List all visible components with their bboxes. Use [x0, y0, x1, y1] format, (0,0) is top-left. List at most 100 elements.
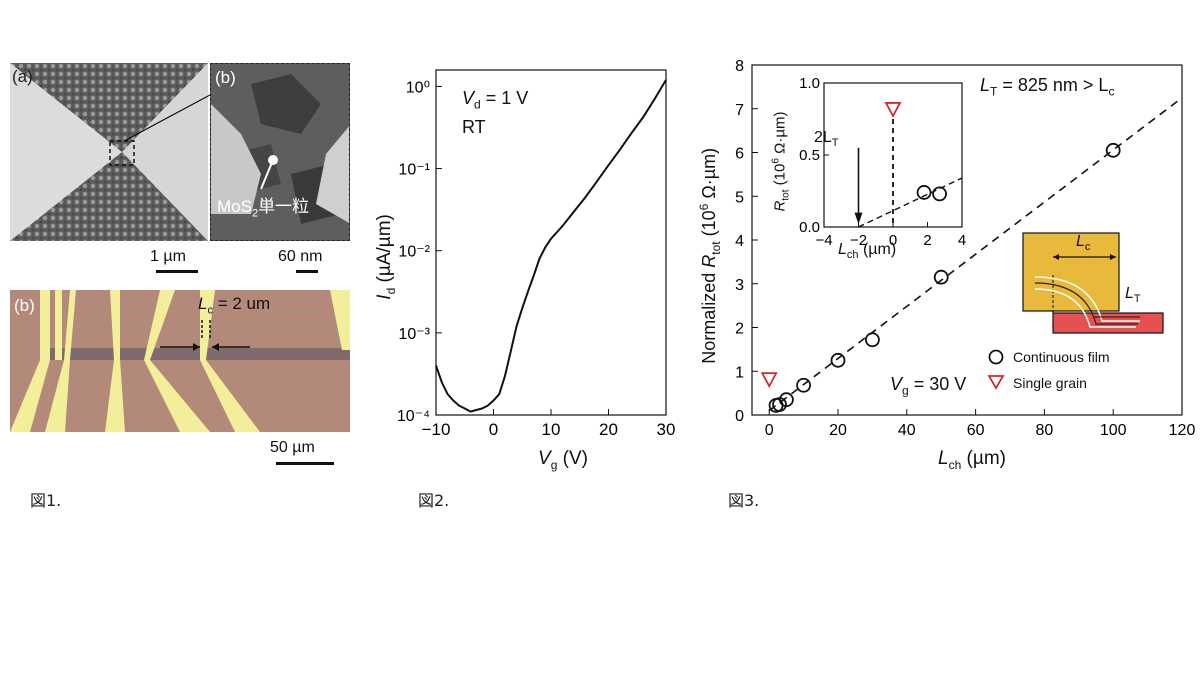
fig2-ticks: −10 0 10 20 30 10⁻⁴ 10⁻³ 10⁻² 10⁻¹ 10⁰ — [397, 79, 676, 439]
figure-2-caption: 図2. — [418, 491, 450, 510]
inset-ylabel-sup: 6 — [770, 158, 782, 164]
fig3-xlabel-tail: (µm) — [961, 448, 1006, 469]
inset-ylabel-tail-a: (10 — [771, 163, 789, 190]
fig2-ytick-label: 10⁻³ — [398, 326, 430, 343]
fig3-ytick-label: 4 — [735, 233, 744, 250]
fig3-xtick-label: 40 — [898, 422, 916, 439]
legend-markers — [987, 349, 1005, 390]
fig2-ytick-label: 10⁻¹ — [398, 162, 430, 179]
fig3-ytick-label: 2 — [735, 321, 744, 338]
fig3-lt-tail-sub: c — [1108, 84, 1115, 99]
inset-fit-path — [858, 177, 963, 228]
fig2-xlabel-sub: g — [550, 457, 558, 472]
fig3-point-continuous — [1105, 142, 1121, 158]
fig2-annotation-vd: Vd = 1 V — [462, 88, 528, 112]
fig3-series — [760, 142, 1121, 413]
inset-arrow-head — [854, 212, 863, 225]
inset-point-continuous — [932, 186, 947, 202]
lc-label: Lc = 2 um — [198, 294, 270, 316]
scale-label-c: 50 µm — [270, 439, 315, 456]
fig2-ylabel-sub: d — [383, 287, 398, 295]
fig3-inset-chart: −4 −2 0 2 4 0.0 0.5 1.0 — [799, 75, 966, 249]
fig3-ylabel-b-sub: tot — [708, 241, 723, 255]
fig3-fit-line-path — [768, 97, 1183, 412]
fig2-xtick-label: 30 — [657, 420, 676, 439]
fig2-annotation-rt: RT — [462, 117, 486, 137]
figure-1: (a) (b) MoS2単一粒 1 µm 60 nm — [0, 0, 360, 480]
fig3-point-continuous — [779, 392, 794, 408]
fig3-point-continuous — [933, 269, 949, 285]
zoom-connector — [123, 94, 211, 142]
fig3-fit-line — [768, 97, 1183, 412]
fig3-vg-main: V — [890, 374, 903, 394]
fig3-ytick-label: 1 — [735, 364, 744, 381]
optical-image: (b) Lc = 2 um — [10, 290, 350, 432]
grain-label: MoS2単一粒 — [217, 192, 309, 219]
fig3-ylabel-a: Normalized — [699, 267, 720, 364]
inset-series — [884, 102, 947, 202]
optical-electrodes — [10, 290, 350, 432]
fig3-point-continuous — [830, 352, 846, 368]
sem-image-a: (a) — [10, 63, 208, 241]
fig3-xlabel-sub: ch — [948, 457, 962, 472]
fig3-xtick-label: 20 — [829, 422, 847, 439]
inset-xtick-label: −2 — [850, 232, 867, 249]
schematic-lt-sub: T — [1133, 293, 1141, 306]
fig3-ylabel-c-sup: 6 — [697, 203, 712, 211]
sem-a-label: (a) — [12, 67, 33, 86]
scale-bar-a — [156, 270, 198, 273]
inset-ytick-label: 1.0 — [799, 75, 820, 92]
legend-triangle-icon — [987, 375, 1005, 390]
fig2-xtick-label: −10 — [422, 420, 451, 439]
legend-circle-icon — [988, 349, 1004, 365]
inset-ylabel: Rtot (106 Ω·µm) — [771, 97, 792, 227]
inset-xtick-label: 0 — [889, 232, 897, 249]
sem-b-texture — [211, 74, 349, 224]
fig3-lt-main: L — [980, 75, 991, 95]
lc-label-tail: = 2 um — [212, 294, 271, 313]
fig2-vd-tail: = 1 V — [480, 88, 529, 108]
fig2-xlabel: Vg (V) — [538, 448, 588, 472]
scale-bar-b — [296, 270, 318, 273]
inset-arrow-label: 2LT — [814, 129, 839, 149]
fig3-xtick-label: 100 — [1100, 422, 1127, 439]
sem-b-label: (b) — [215, 68, 236, 87]
scale-label-a: 1 µm — [150, 248, 186, 265]
inset-ticks: −4 −2 0 2 4 0.0 0.5 1.0 — [799, 75, 966, 249]
fig3-lt-tail: = 825 nm > L — [997, 75, 1109, 95]
inset-point-single — [884, 102, 902, 118]
fig3-ytick-label: 7 — [735, 102, 744, 119]
fig3-vg-tail: = 30 V — [908, 374, 967, 394]
fig3-annotation-lt: LT = 825 nm > Lc — [980, 75, 1114, 99]
fig2-ylabel: Id (µA/µm) — [374, 177, 398, 337]
lc-label-main: L — [198, 294, 208, 313]
fig2-xtick-label: 10 — [542, 420, 561, 439]
legend-continuous: Continuous film — [1013, 349, 1110, 365]
inset-xtick-label: 4 — [958, 232, 966, 249]
grain-label-pre: MoS — [217, 197, 252, 216]
fig3-ytick-label: 0 — [735, 408, 744, 425]
inset-xlabel-main: L — [838, 241, 847, 258]
schematic-lc-main: L — [1076, 233, 1085, 250]
inset-xtick-label: 2 — [923, 232, 931, 249]
fig3-annotation-vg: Vg = 30 V — [890, 374, 966, 398]
fig2-chart: −10 0 10 20 30 10⁻⁴ 10⁻³ 10⁻² 10⁻¹ 10⁰ — [397, 69, 676, 439]
fig2-ytick-label: 10⁻² — [398, 244, 430, 261]
lc-label-sub: c — [207, 304, 213, 317]
scale-bar-c — [276, 462, 334, 465]
fig2-ytick-label: 10⁻⁴ — [397, 408, 430, 425]
schematic-lt-label: LT — [1125, 285, 1141, 305]
fig3-ylabel-d: Ω·µm) — [699, 147, 720, 204]
inset-xtick-label: −4 — [815, 232, 832, 249]
fig3-ytick-label: 5 — [735, 189, 744, 206]
fig3-ylabel-b: R — [699, 254, 720, 268]
schematic-lt-main: L — [1125, 285, 1134, 302]
inset-point-continuous — [916, 185, 932, 200]
figure-2: −10 0 10 20 30 10⁻⁴ 10⁻³ 10⁻² 10⁻¹ 10⁰ Vd = 1 V R… — [368, 55, 690, 475]
fig3-xtick-label: 0 — [765, 422, 774, 439]
inset-xlabel: Lch (µm) — [838, 241, 896, 261]
fig2-transfer-curve — [435, 79, 667, 413]
optical-label: (b) — [14, 296, 35, 315]
fig2-xlabel-main: V — [538, 448, 551, 469]
